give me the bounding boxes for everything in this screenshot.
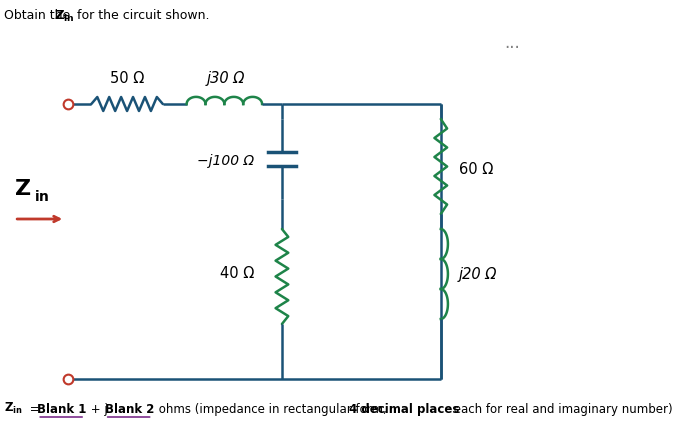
Text: + j: + j <box>87 403 108 416</box>
Text: 60 Ω: 60 Ω <box>459 162 493 176</box>
Text: j30 Ω: j30 Ω <box>207 71 246 86</box>
Text: Blank 1: Blank 1 <box>37 403 86 416</box>
Text: Blank 2: Blank 2 <box>105 403 154 416</box>
Text: 40 Ω: 40 Ω <box>220 267 254 282</box>
Text: ohms (impedance in rectangular form,: ohms (impedance in rectangular form, <box>155 403 390 416</box>
Text: $\mathbf{Z}$: $\mathbf{Z}$ <box>14 179 32 199</box>
Text: for the circuit shown.: for the circuit shown. <box>73 9 209 22</box>
Text: $\mathbf{Z_{in}}$: $\mathbf{Z_{in}}$ <box>4 401 23 416</box>
Text: Obtain the: Obtain the <box>4 9 74 22</box>
Text: 4 decimal places: 4 decimal places <box>350 403 460 416</box>
Text: $\mathbf{in}$: $\mathbf{in}$ <box>34 189 50 204</box>
Text: 50 Ω: 50 Ω <box>110 71 144 86</box>
Text: each for real and imaginary number): each for real and imaginary number) <box>450 403 673 416</box>
Text: j20 Ω: j20 Ω <box>459 267 497 282</box>
Text: ...: ... <box>504 34 520 52</box>
Text: −j100 Ω: −j100 Ω <box>197 154 254 168</box>
Text: =: = <box>26 403 44 416</box>
Text: $\mathbf{Z_{in}}$: $\mathbf{Z_{in}}$ <box>54 9 75 24</box>
